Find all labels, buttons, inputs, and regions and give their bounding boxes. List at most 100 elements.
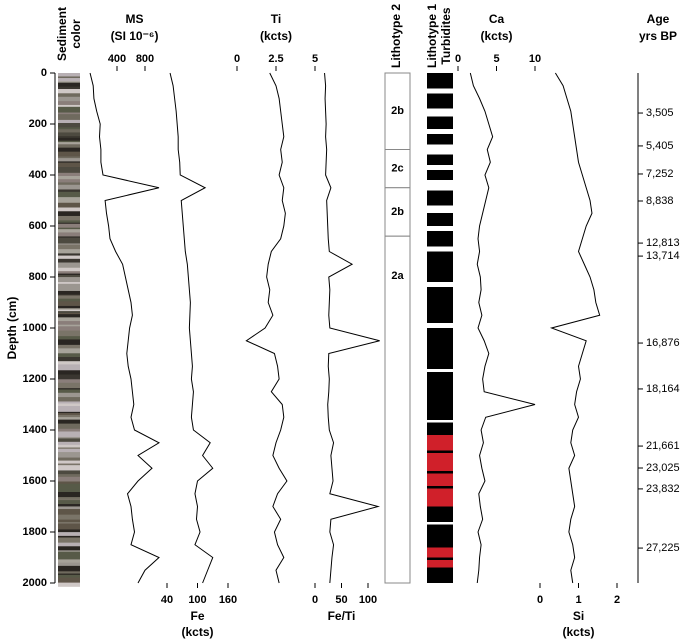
data-line bbox=[89, 72, 161, 584]
sediment-color-band bbox=[58, 431, 80, 438]
sediment-color-band bbox=[58, 382, 80, 389]
sediment-color-band bbox=[58, 577, 80, 584]
age-tick-label: 8,838 bbox=[646, 195, 674, 207]
sediment-color-band bbox=[58, 215, 80, 221]
sediment-color-band bbox=[58, 142, 80, 145]
sediment-color-band bbox=[58, 244, 80, 250]
y-tick-label: 1400 bbox=[23, 424, 47, 436]
sediment-color-band bbox=[58, 506, 80, 510]
sediment-color-band bbox=[58, 220, 80, 224]
sediment-color-band bbox=[58, 255, 80, 258]
sediment-color-band bbox=[58, 441, 80, 446]
sediment-color-band bbox=[58, 388, 80, 390]
sediment-color-band bbox=[58, 521, 80, 525]
sediment-color-band bbox=[58, 436, 80, 439]
sediment-color-band bbox=[58, 401, 80, 404]
sediment-color-band bbox=[58, 222, 80, 225]
sediment-color-band bbox=[58, 267, 80, 272]
sediment-color-band bbox=[58, 489, 80, 493]
age-tick-label: 23,832 bbox=[646, 483, 680, 495]
sediment-color-band bbox=[58, 344, 80, 349]
x-tick-label: 100 bbox=[188, 594, 206, 606]
sediment-color-band bbox=[58, 519, 80, 523]
sediment-color-band bbox=[58, 428, 80, 432]
y-axis-label: Depth (cm) bbox=[5, 297, 19, 360]
sediment-color-band bbox=[58, 460, 80, 465]
series-name: Fe bbox=[190, 609, 204, 623]
x-tick-label: 0 bbox=[455, 53, 461, 65]
sediment-color-band bbox=[58, 136, 80, 139]
series-unit: (kcts) bbox=[260, 29, 292, 43]
data-line bbox=[549, 72, 601, 584]
y-tick-label: 400 bbox=[29, 169, 47, 181]
data-line bbox=[324, 72, 381, 584]
sediment-color-band bbox=[58, 336, 80, 340]
age-axis-label: Age bbox=[647, 12, 670, 26]
sediment-color-band bbox=[58, 357, 80, 362]
x-tick-label: 50 bbox=[335, 594, 347, 606]
sediment-color-band bbox=[58, 457, 80, 462]
sediment-color-band bbox=[58, 172, 80, 177]
age-tick-label: 18,164 bbox=[646, 383, 680, 395]
age-tick-label: 23,025 bbox=[646, 462, 680, 474]
sediment-color-band bbox=[58, 73, 80, 77]
x-tick-label: 0 bbox=[537, 594, 543, 606]
x-tick-label: 2.5 bbox=[268, 53, 283, 65]
sediment-color-band bbox=[58, 554, 80, 560]
sediment-color-band bbox=[58, 213, 80, 217]
sediment-color-band bbox=[58, 406, 80, 413]
x-tick-label: 5 bbox=[493, 53, 499, 65]
sediment-color-band bbox=[58, 184, 80, 190]
sediment-color-band bbox=[58, 463, 80, 466]
sediment-color-band bbox=[58, 542, 80, 547]
x-tick-label: 400 bbox=[108, 53, 126, 65]
sediment-color-band bbox=[58, 104, 80, 108]
sediment-color-band bbox=[58, 370, 80, 376]
sediment-color-band bbox=[58, 413, 80, 416]
sediment-color-band bbox=[58, 481, 80, 485]
sediment-color-band bbox=[58, 236, 80, 239]
y-tick-label: 1000 bbox=[23, 322, 47, 334]
series-unit: (kcts) bbox=[562, 625, 594, 639]
sediment-color-band bbox=[58, 529, 80, 533]
sediment-color-band bbox=[58, 158, 80, 162]
sediment-color-band bbox=[58, 423, 80, 430]
lithotype-unit-label: 2c bbox=[391, 163, 403, 175]
sediment-color-band bbox=[58, 202, 80, 209]
sediment-color-band bbox=[58, 500, 80, 505]
sediment-color-band bbox=[58, 283, 80, 289]
sediment-color-band bbox=[58, 483, 80, 490]
x-tick-label: 40 bbox=[161, 594, 173, 606]
sediment-color-band bbox=[58, 151, 80, 157]
sediment-color-band bbox=[58, 379, 80, 384]
sediment-color-band bbox=[58, 311, 80, 314]
sediment-color-band bbox=[58, 277, 80, 283]
sediment-color-band bbox=[58, 339, 80, 346]
age-tick-label: 27,225 bbox=[646, 542, 680, 554]
sediment-color-band bbox=[58, 161, 80, 164]
sediment-color-band bbox=[58, 444, 80, 448]
sediment-color-band bbox=[58, 81, 80, 84]
sediment-color-band bbox=[58, 147, 80, 153]
sediment-color-band bbox=[58, 403, 80, 407]
x-tick-label: 160 bbox=[219, 594, 237, 606]
sediment-color-band bbox=[58, 324, 80, 327]
sediment-color-band bbox=[58, 523, 80, 530]
sediment-color-band bbox=[58, 474, 80, 478]
lithotype-unit bbox=[384, 72, 411, 150]
sediment-color-band bbox=[58, 106, 80, 114]
y-tick-label: 1800 bbox=[23, 526, 47, 538]
lithotype-unit bbox=[384, 149, 411, 189]
sediment-color-band bbox=[58, 514, 80, 521]
sediment-color-band bbox=[58, 127, 80, 130]
sediment-color-band bbox=[58, 167, 80, 174]
sediment-color-band bbox=[58, 93, 80, 98]
sediment-color-band bbox=[58, 448, 80, 453]
series-unit: (kcts) bbox=[181, 625, 213, 639]
turbidite-column bbox=[427, 73, 453, 583]
sediment-color-band bbox=[58, 140, 80, 143]
sediment-color-band bbox=[58, 498, 80, 501]
sediment-color-band bbox=[58, 273, 80, 276]
x-tick-label: 1 bbox=[575, 594, 581, 606]
